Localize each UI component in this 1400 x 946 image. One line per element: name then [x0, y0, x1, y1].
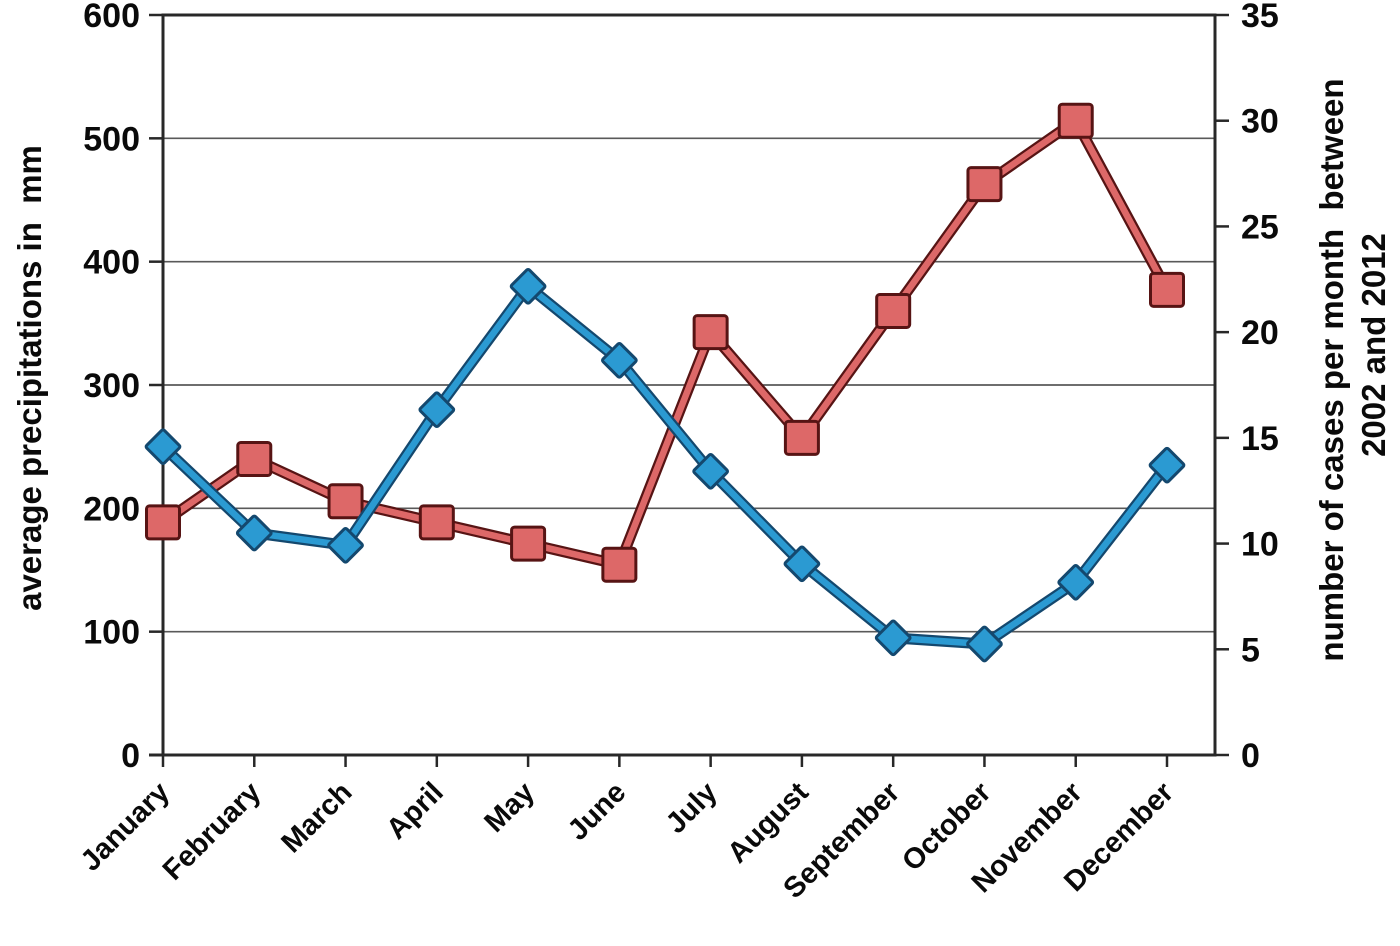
right-axis-tick-label: 10 [1241, 526, 1279, 564]
x-category-label: August [722, 776, 815, 869]
right-axis-tick-label: 20 [1241, 314, 1279, 352]
cases-line [161, 117, 1170, 568]
x-category-label: May [479, 776, 542, 839]
left-axis-tick-label: 400 [83, 244, 140, 282]
precipitation-marker-diamond [692, 452, 729, 490]
precipitation-line-outline [157, 280, 1173, 650]
right-axis-tick-label: 25 [1241, 208, 1279, 246]
cases-marker-square [692, 314, 729, 351]
cases-marker-square [601, 546, 638, 583]
precipitation-marker-diamond [601, 341, 638, 379]
right-axis-tick-label: 0 [1241, 737, 1260, 775]
precipitation-line [160, 283, 1170, 648]
precipitation-marker-diamond [783, 545, 821, 583]
cases-marker-square [966, 166, 1003, 203]
left-axis-tick-label: 300 [83, 367, 140, 405]
left-axis-tick-label: 100 [83, 614, 140, 652]
left-axis-tick-label: 500 [83, 120, 140, 158]
left-axis-title: average precipitations in mm [11, 145, 48, 611]
left-axis-tick-label: 0 [121, 737, 140, 775]
cases-marker-square [1057, 102, 1094, 139]
precipitation-marker-diamond [1057, 563, 1095, 601]
precipitation-marker-diamond [874, 619, 912, 657]
cases-marker-square [327, 483, 364, 520]
precipitation-marker-diamond [509, 267, 547, 305]
cases-marker-square [510, 525, 547, 562]
precipitation-marker-diamond [144, 428, 182, 466]
left-axis-tick-label: 600 [83, 0, 140, 35]
x-category-label: April [380, 776, 449, 845]
cases-marker-square [1149, 271, 1185, 308]
cases-marker-square [875, 293, 912, 329]
right-axis-title-line1: number of cases per month between [1313, 78, 1350, 662]
precipitation-marker-diamond [418, 391, 456, 429]
right-axis-tick-label: 5 [1241, 631, 1260, 669]
right-axis-tick-label: 35 [1241, 0, 1279, 35]
cases-marker-square [783, 419, 820, 456]
right-axis-tick-label: 15 [1241, 420, 1279, 458]
cases-marker-square [236, 441, 273, 477]
cases-line-outline [157, 115, 1173, 571]
precipitation-marker-diamond [966, 625, 1003, 663]
left-axis-tick-label: 200 [83, 490, 140, 528]
cases-marker-square [145, 504, 181, 541]
x-category-label: March [275, 776, 358, 859]
precipitation-marker-diamond [1148, 446, 1186, 484]
x-category-label: June [562, 776, 632, 846]
right-axis-tick-label: 30 [1241, 103, 1279, 141]
x-category-label: February [157, 776, 267, 886]
precipitation-marker-diamond [235, 514, 273, 552]
precipitation-marker-diamond [327, 526, 364, 564]
cases-marker-square [418, 504, 455, 541]
right-axis-title-line2: 2002 and 2012 [1355, 233, 1392, 457]
x-category-label: July [660, 776, 724, 840]
